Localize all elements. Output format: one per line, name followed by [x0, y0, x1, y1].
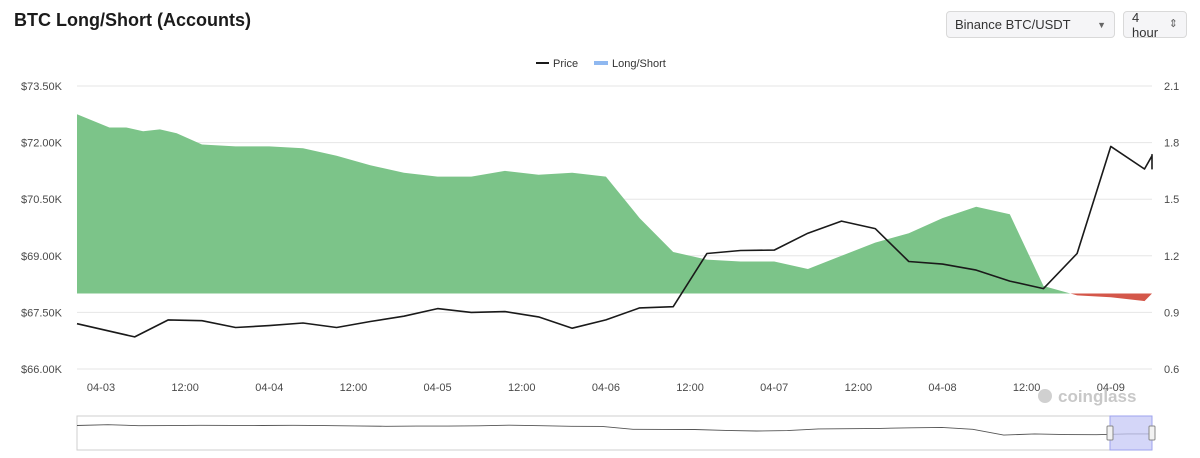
interval-select-value: 4 hour — [1132, 9, 1159, 40]
y-axis-right: 0.6 0.9 1.2 1.5 1.8 2.1 — [1164, 81, 1179, 376]
navigator-selection[interactable] — [1109, 415, 1153, 451]
x-tick-label: 04-04 — [255, 382, 283, 394]
page-title: BTC Long/Short (Accounts) — [14, 10, 251, 30]
x-axis: 04-03 12:00 04-04 12:00 04-05 12:00 04-06 12:00… — [87, 382, 1125, 394]
long-short-area-negative — [77, 293, 1152, 302]
x-tick-label: 04-06 — [592, 382, 620, 394]
legend-price-label: Price — [553, 58, 578, 70]
coinglass-logo-icon — [1038, 389, 1052, 403]
x-tick-label: 04-08 — [928, 382, 956, 394]
x-tick-label: 04-03 — [87, 382, 115, 394]
legend-long-short-label: Long/Short — [612, 58, 666, 70]
legend-item-long-short[interactable]: Long/Short — [594, 58, 666, 70]
x-tick-label: 04-07 — [760, 382, 788, 394]
x-tick-label: 04-05 — [424, 382, 452, 394]
y-left-tick-label: $67.50K — [21, 307, 63, 319]
navigator-series — [76, 424, 1152, 436]
y-left-tick-label: $66.00K — [21, 364, 63, 376]
y-left-tick-label: $73.50K — [21, 81, 63, 93]
y-axis-left: $66.00K $67.50K $69.00K $70.50K $72.00K $73.5… — [21, 81, 63, 376]
x-tick-label: 12:00 — [1013, 382, 1041, 394]
watermark: coinglass — [1038, 387, 1136, 406]
interval-select[interactable]: 4 hour ⇕ — [1123, 9, 1187, 40]
legend: Price Long/Short — [536, 58, 666, 70]
y-left-tick-label: $69.00K — [21, 251, 63, 263]
caret-down-icon: ▼ — [1097, 19, 1106, 30]
y-right-tick-label: 2.1 — [1164, 81, 1179, 93]
x-tick-label: 12:00 — [340, 382, 368, 394]
long-short-area — [77, 114, 1152, 302]
y-right-tick-label: 1.8 — [1164, 138, 1179, 150]
price-line — [76, 145, 1153, 338]
up-down-arrows-icon: ⇕ — [1168, 18, 1178, 30]
x-tick-label: 12:00 — [508, 382, 536, 394]
price-line-group — [76, 145, 1153, 338]
legend-item-price[interactable]: Price — [536, 58, 578, 70]
y-left-tick-label: $72.00K — [21, 138, 63, 150]
exchange-select-value: Binance BTC/USDT — [955, 17, 1071, 32]
y-right-tick-label: 0.6 — [1164, 364, 1179, 376]
y-left-tick-label: $70.50K — [21, 194, 63, 206]
navigator-left-handle[interactable] — [1106, 425, 1114, 441]
x-tick-label: 12:00 — [171, 382, 199, 394]
navigator[interactable] — [76, 415, 1156, 451]
y-right-tick-label: 0.9 — [1164, 307, 1179, 319]
x-tick-label: 12:00 — [676, 382, 704, 394]
watermark-text: coinglass — [1058, 387, 1136, 406]
long-short-area-positive — [77, 114, 1152, 294]
navigator-frame — [76, 415, 1153, 451]
y-right-tick-label: 1.5 — [1164, 194, 1179, 206]
navigator-right-handle[interactable] — [1148, 425, 1156, 441]
x-tick-label: 04-09 — [1097, 382, 1125, 394]
legend-long-short-swatch — [594, 61, 608, 65]
x-tick-label: 12:00 — [845, 382, 873, 394]
y-right-tick-label: 1.2 — [1164, 251, 1179, 263]
exchange-select[interactable]: Binance BTC/USDT ▼ — [946, 11, 1115, 38]
